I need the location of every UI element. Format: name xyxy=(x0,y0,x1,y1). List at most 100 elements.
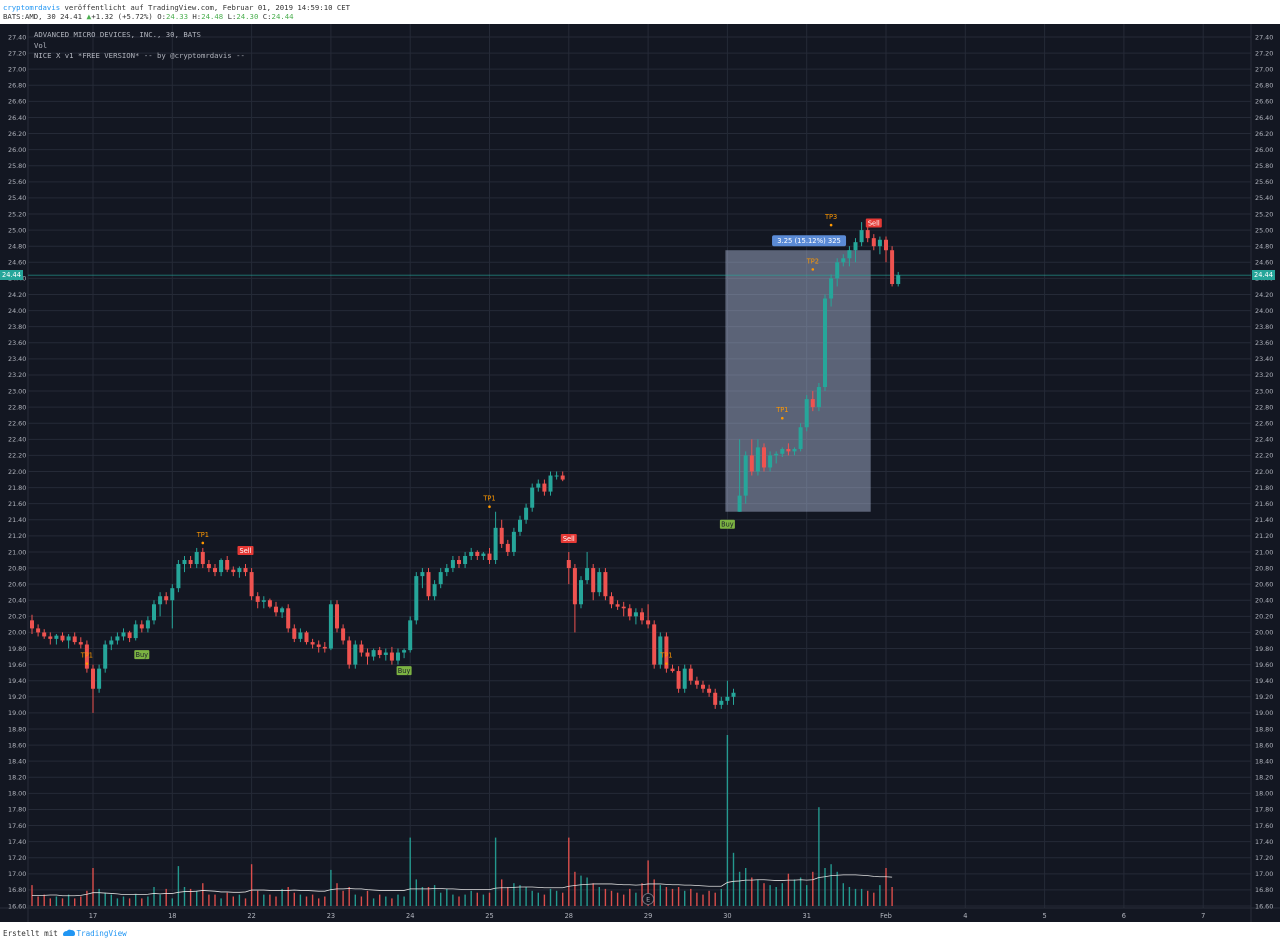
candle[interactable] xyxy=(810,391,815,412)
candle[interactable] xyxy=(755,439,760,476)
earnings-marker[interactable]: E xyxy=(642,893,654,905)
candle[interactable] xyxy=(694,676,699,689)
candle[interactable] xyxy=(621,601,626,617)
candle[interactable] xyxy=(414,572,419,625)
candle[interactable] xyxy=(633,608,638,625)
candle[interactable] xyxy=(835,258,840,287)
tradingview-link[interactable]: TradingView xyxy=(76,929,127,938)
candle[interactable] xyxy=(347,636,352,669)
candle[interactable] xyxy=(597,568,602,597)
candle[interactable] xyxy=(877,236,882,255)
buy-signal[interactable]: Buy xyxy=(134,650,150,660)
candle[interactable] xyxy=(816,382,821,412)
candle[interactable] xyxy=(371,648,376,661)
candle[interactable] xyxy=(566,551,571,585)
candle[interactable] xyxy=(426,568,431,601)
sell-signal[interactable]: Sell xyxy=(560,533,577,543)
candle[interactable] xyxy=(554,471,559,480)
candle[interactable] xyxy=(499,519,504,548)
candle[interactable] xyxy=(780,447,785,458)
candle[interactable] xyxy=(188,555,193,569)
candle[interactable] xyxy=(133,620,138,641)
candle[interactable] xyxy=(377,646,382,659)
candle[interactable] xyxy=(823,294,827,392)
candle[interactable] xyxy=(249,568,254,601)
candle[interactable] xyxy=(432,580,437,601)
candle[interactable] xyxy=(310,638,315,649)
candle[interactable] xyxy=(725,680,730,705)
candle[interactable] xyxy=(469,547,474,561)
candle[interactable] xyxy=(383,648,388,661)
candle[interactable] xyxy=(231,566,236,577)
candle[interactable] xyxy=(627,604,632,621)
candle[interactable] xyxy=(255,592,260,609)
candle[interactable] xyxy=(859,222,864,247)
candle[interactable] xyxy=(865,226,870,243)
candle[interactable] xyxy=(103,640,108,673)
candle[interactable] xyxy=(408,616,413,653)
candle[interactable] xyxy=(438,568,443,589)
candle[interactable] xyxy=(707,684,712,697)
candle[interactable] xyxy=(450,555,455,573)
candle[interactable] xyxy=(652,620,657,669)
candle[interactable] xyxy=(267,598,272,609)
candle[interactable] xyxy=(585,551,590,585)
candle[interactable] xyxy=(548,471,553,496)
candle[interactable] xyxy=(36,624,41,637)
candle[interactable] xyxy=(115,632,120,645)
candle[interactable] xyxy=(536,479,541,492)
candle[interactable] xyxy=(145,616,150,633)
chart-pane[interactable]: 27.40 27.40 27.20 27.20 27.00 27.00 26.80 26.80… xyxy=(0,24,1280,922)
legend-volume[interactable]: Vol xyxy=(34,40,48,50)
candle[interactable] xyxy=(243,564,248,577)
candle[interactable] xyxy=(420,568,425,589)
candle[interactable] xyxy=(853,238,858,263)
candle[interactable] xyxy=(42,629,47,639)
candle[interactable] xyxy=(792,447,797,456)
candle[interactable] xyxy=(676,666,681,693)
measure-label[interactable]: 3.25 (15.12%) 325 xyxy=(772,235,847,247)
candle[interactable] xyxy=(579,576,583,609)
candle[interactable] xyxy=(609,592,614,609)
candle[interactable] xyxy=(804,395,809,432)
candle[interactable] xyxy=(615,600,620,610)
candle[interactable] xyxy=(890,246,895,287)
candle[interactable] xyxy=(682,664,687,693)
candle[interactable] xyxy=(127,630,132,643)
candle[interactable] xyxy=(182,555,187,573)
candle[interactable] xyxy=(139,620,144,633)
candle[interactable] xyxy=(847,246,852,267)
candle[interactable] xyxy=(121,628,126,641)
candle[interactable] xyxy=(743,451,748,504)
candle[interactable] xyxy=(322,642,327,653)
buy-signal[interactable]: Buy xyxy=(396,666,412,676)
candle[interactable] xyxy=(72,632,77,645)
candle[interactable] xyxy=(487,547,492,565)
candle[interactable] xyxy=(335,600,339,633)
candle[interactable] xyxy=(884,236,888,263)
candle[interactable] xyxy=(530,483,535,512)
sell-signal[interactable]: Sell xyxy=(865,218,882,228)
candle[interactable] xyxy=(328,600,333,651)
candle[interactable] xyxy=(591,564,596,601)
candle[interactable] xyxy=(719,696,724,709)
candle[interactable] xyxy=(481,551,486,561)
candle[interactable] xyxy=(206,560,211,573)
author-link[interactable]: cryptomrdavis xyxy=(3,3,61,12)
candle[interactable] xyxy=(524,503,529,524)
candle[interactable] xyxy=(30,614,34,635)
candle[interactable] xyxy=(54,634,59,645)
candle[interactable] xyxy=(359,640,364,657)
candle[interactable] xyxy=(560,471,565,482)
candle[interactable] xyxy=(152,600,156,625)
candle[interactable] xyxy=(475,550,480,561)
candle[interactable] xyxy=(164,592,169,605)
candle[interactable] xyxy=(829,274,834,307)
candle[interactable] xyxy=(896,271,901,287)
candle[interactable] xyxy=(774,451,779,464)
candle[interactable] xyxy=(280,606,285,618)
buy-signal[interactable]: Buy xyxy=(719,519,735,529)
candle[interactable] xyxy=(261,596,266,609)
candle[interactable] xyxy=(353,640,358,669)
candle[interactable] xyxy=(402,648,407,659)
